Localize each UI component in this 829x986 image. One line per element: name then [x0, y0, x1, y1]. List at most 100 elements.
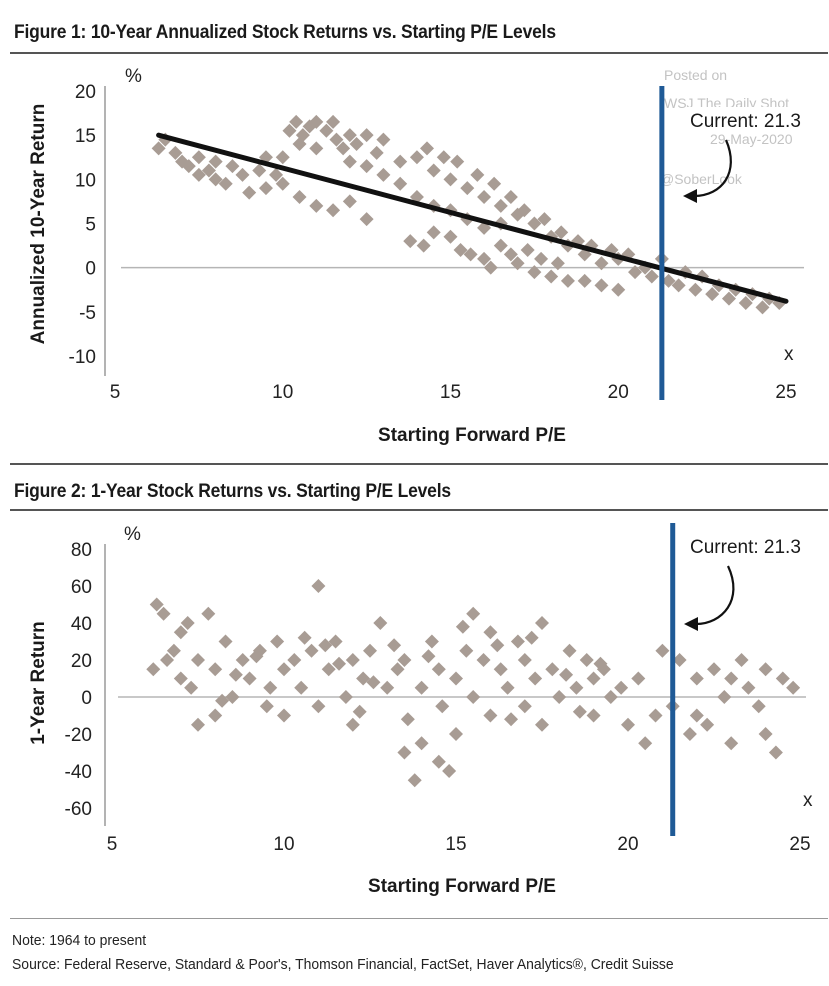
data-point: [376, 132, 391, 147]
x-tick-label: 25: [789, 834, 810, 855]
data-point: [644, 269, 659, 284]
data-point: [369, 145, 384, 160]
data-point: [311, 579, 326, 593]
data-point: [235, 167, 250, 182]
data-point: [208, 154, 223, 169]
data-point: [443, 172, 458, 187]
data-point: [259, 699, 274, 714]
data-point: [390, 662, 405, 677]
watermark-text: 29-May-2020: [710, 131, 793, 147]
data-point: [191, 653, 205, 667]
data-point: [292, 190, 307, 204]
data-point: [363, 643, 377, 658]
data-point: [477, 251, 492, 266]
data-point: [455, 619, 470, 634]
data-point: [149, 597, 164, 612]
data-point: [338, 690, 353, 704]
data-point: [442, 764, 457, 778]
current-arrow-head: [684, 617, 698, 631]
data-point: [648, 708, 663, 723]
data-point: [356, 671, 371, 686]
data-point: [295, 128, 310, 143]
data-point: [628, 265, 643, 280]
data-point: [436, 150, 451, 165]
data-point: [311, 699, 326, 714]
data-point: [270, 634, 285, 649]
y-tick-label: -10: [69, 347, 96, 368]
data-point: [545, 662, 560, 677]
data-point: [459, 643, 474, 658]
data-point: [421, 649, 436, 664]
y-tick-label: -5: [79, 303, 96, 324]
data-point: [535, 717, 549, 732]
data-point: [208, 172, 223, 187]
data-point: [326, 203, 341, 218]
data-point: [242, 671, 257, 686]
data-point: [517, 203, 532, 218]
data-point: [181, 159, 196, 174]
data-point: [552, 690, 567, 704]
data-point: [483, 708, 498, 723]
data-point: [466, 606, 481, 621]
data-point: [738, 296, 753, 310]
data-point: [603, 690, 618, 704]
data-point: [409, 150, 424, 165]
current-pe-label: Current: 21.3: [690, 111, 801, 132]
data-point: [449, 727, 463, 741]
y-tick-label: 40: [71, 614, 92, 635]
data-point: [572, 704, 587, 719]
data-point: [453, 243, 468, 257]
data-point: [537, 212, 552, 227]
data-point: [700, 717, 715, 732]
data-point: [184, 680, 199, 695]
data-point: [376, 167, 391, 182]
data-point: [191, 717, 205, 732]
data-point: [328, 634, 343, 649]
data-point: [717, 690, 732, 704]
figure1-title: Figure 1: 10-Year Annualized Stock Retur…: [14, 22, 556, 43]
data-point: [400, 712, 415, 727]
data-point: [707, 662, 721, 677]
data-point: [151, 141, 166, 156]
data-point: [751, 699, 766, 714]
data-point: [524, 630, 539, 645]
data-point: [689, 708, 704, 723]
y-tick-label: 5: [85, 215, 96, 236]
data-point: [559, 667, 574, 682]
data-point: [342, 154, 357, 169]
data-point: [689, 671, 704, 686]
data-point: [431, 662, 446, 677]
data-point: [228, 667, 243, 682]
data-point: [594, 278, 609, 293]
data-point: [671, 278, 686, 293]
data-point: [426, 163, 441, 178]
data-point: [483, 625, 498, 640]
data-point: [470, 167, 485, 182]
data-point: [460, 181, 475, 196]
data-point: [449, 671, 463, 686]
y-unit-label: %: [124, 524, 141, 545]
data-point: [373, 616, 388, 630]
figure2-title-rule: [10, 509, 828, 511]
data-point: [218, 176, 233, 191]
data-point: [201, 606, 216, 621]
data-point: [225, 690, 240, 704]
data-point: [304, 643, 319, 658]
data-point: [168, 145, 183, 160]
data-point: [191, 167, 206, 182]
figure2-chart: Current: 21.3 80 60 40 20 0 -20 -40 -60 5 10 15 20 2…: [28, 523, 813, 897]
data-point: [208, 708, 223, 723]
data-point: [493, 238, 508, 253]
data-point: [275, 150, 290, 165]
data-point: [476, 653, 491, 667]
y-tick-label: 60: [71, 577, 92, 598]
data-point: [424, 634, 439, 649]
x-axis-title: Starting Forward P/E: [378, 425, 566, 446]
data-point: [487, 176, 502, 191]
data-point: [535, 616, 549, 630]
data-point: [191, 150, 206, 165]
footer-rule: [10, 918, 828, 919]
footer-note: Note: 1964 to present: [12, 932, 147, 949]
data-point: [510, 256, 525, 271]
data-point: [503, 247, 518, 262]
